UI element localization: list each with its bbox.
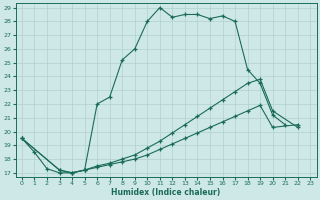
X-axis label: Humidex (Indice chaleur): Humidex (Indice chaleur) xyxy=(111,188,221,197)
